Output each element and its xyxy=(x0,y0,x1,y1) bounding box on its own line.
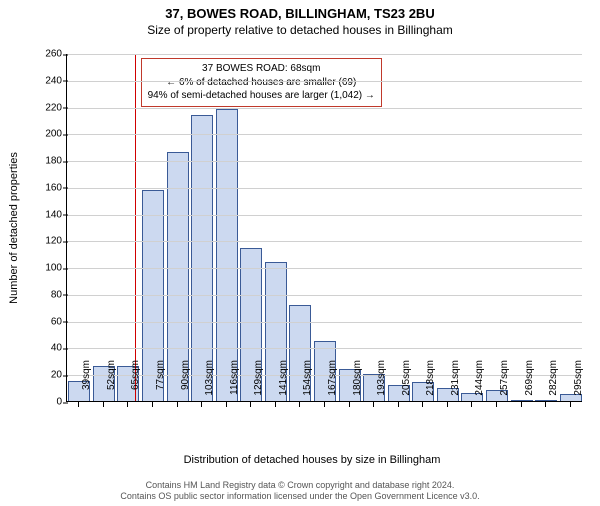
y-tick-label: 140 xyxy=(34,209,62,220)
plot-area: 37 BOWES ROAD: 68sqm ← 6% of detached ho… xyxy=(66,54,582,402)
y-tick-label: 220 xyxy=(34,102,62,113)
gridline xyxy=(67,188,582,189)
y-tick-label: 0 xyxy=(34,397,62,408)
gridline xyxy=(67,108,582,109)
bar xyxy=(216,109,238,401)
x-tick-mark xyxy=(177,402,178,407)
x-tick-mark xyxy=(78,402,79,407)
x-tick-mark xyxy=(152,402,153,407)
y-tick-label: 180 xyxy=(34,156,62,167)
x-tick-label: 52sqm xyxy=(106,360,117,406)
y-tick-label: 60 xyxy=(34,316,62,327)
x-tick-mark xyxy=(398,402,399,407)
y-axis-label: Number of detached properties xyxy=(8,152,20,304)
bar xyxy=(191,115,213,401)
x-tick-label: 129sqm xyxy=(253,360,264,406)
x-tick-label: 90sqm xyxy=(180,360,191,406)
annotation-line-3: 94% of semi-detached houses are larger (… xyxy=(148,89,375,103)
y-tick-label: 260 xyxy=(34,49,62,60)
x-tick-label: 257sqm xyxy=(499,360,510,406)
y-tick-label: 20 xyxy=(34,370,62,381)
x-tick-label: 269sqm xyxy=(524,360,535,406)
x-tick-mark xyxy=(545,402,546,407)
page-title-address: 37, BOWES ROAD, BILLINGHAM, TS23 2BU xyxy=(0,6,600,21)
gridline xyxy=(67,241,582,242)
y-tick-label: 40 xyxy=(34,343,62,354)
footer: Contains HM Land Registry data © Crown c… xyxy=(0,480,600,503)
x-tick-label: 65sqm xyxy=(130,360,141,406)
x-tick-label: 205sqm xyxy=(401,360,412,406)
y-tick-label: 80 xyxy=(34,289,62,300)
gridline xyxy=(67,215,582,216)
x-tick-mark xyxy=(471,402,472,407)
x-tick-mark xyxy=(324,402,325,407)
x-tick-mark xyxy=(570,402,571,407)
gridline xyxy=(67,161,582,162)
gridline xyxy=(67,322,582,323)
x-tick-label: 77sqm xyxy=(155,360,166,406)
x-tick-mark xyxy=(250,402,251,407)
x-tick-mark xyxy=(521,402,522,407)
y-tick-label: 120 xyxy=(34,236,62,247)
footer-line-2: Contains OS public sector information li… xyxy=(0,491,600,502)
footer-line-1: Contains HM Land Registry data © Crown c… xyxy=(0,480,600,491)
gridline xyxy=(67,295,582,296)
x-tick-label: 218sqm xyxy=(425,360,436,406)
x-tick-label: 154sqm xyxy=(302,360,313,406)
x-tick-label: 231sqm xyxy=(450,360,461,406)
y-tick-label: 160 xyxy=(34,182,62,193)
y-tick-label: 100 xyxy=(34,263,62,274)
x-tick-mark xyxy=(373,402,374,407)
x-tick-label: 180sqm xyxy=(352,360,363,406)
x-tick-mark xyxy=(127,402,128,407)
x-tick-mark xyxy=(422,402,423,407)
x-tick-mark xyxy=(226,402,227,407)
gridline xyxy=(67,81,582,82)
x-axis-label: Distribution of detached houses by size … xyxy=(42,454,582,466)
y-tick-label: 200 xyxy=(34,129,62,140)
x-tick-mark xyxy=(349,402,350,407)
x-tick-mark xyxy=(201,402,202,407)
page-subtitle: Size of property relative to detached ho… xyxy=(0,23,600,37)
x-tick-label: 167sqm xyxy=(327,360,338,406)
x-tick-label: 193sqm xyxy=(376,360,387,406)
y-tick-label: 240 xyxy=(34,75,62,86)
gridline xyxy=(67,54,582,55)
x-tick-label: 141sqm xyxy=(278,360,289,406)
x-tick-mark xyxy=(496,402,497,407)
x-tick-label: 295sqm xyxy=(573,360,584,406)
chart-container: Number of detached properties 37 BOWES R… xyxy=(42,54,582,434)
x-tick-label: 103sqm xyxy=(204,360,215,406)
annotation-box: 37 BOWES ROAD: 68sqm ← 6% of detached ho… xyxy=(141,58,382,107)
x-tick-label: 39sqm xyxy=(81,360,92,406)
annotation-line-2: ← 6% of detached houses are smaller (69) xyxy=(148,76,375,90)
x-tick-mark xyxy=(275,402,276,407)
x-tick-label: 282sqm xyxy=(548,360,559,406)
gridline xyxy=(67,268,582,269)
annotation-line-1: 37 BOWES ROAD: 68sqm xyxy=(148,62,375,76)
x-tick-mark xyxy=(299,402,300,407)
x-tick-mark xyxy=(103,402,104,407)
x-tick-label: 244sqm xyxy=(474,360,485,406)
gridline xyxy=(67,134,582,135)
x-tick-mark xyxy=(447,402,448,407)
x-tick-label: 116sqm xyxy=(229,360,240,406)
gridline xyxy=(67,348,582,349)
